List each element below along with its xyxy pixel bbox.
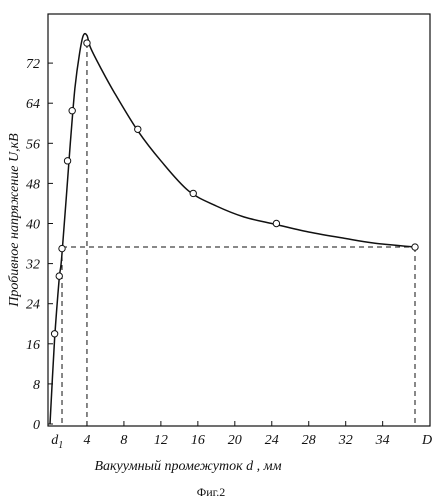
x-label-D: D [421,433,432,448]
data-markers [51,40,418,337]
y-axis-ticks: 0 8 16 24 32 40 48 56 64 72 [25,57,53,433]
data-point [59,245,65,251]
data-point [69,108,75,114]
reference-lines [62,43,415,426]
data-point [64,158,70,164]
y-tick-label: 48 [26,177,40,192]
x-tick-label: 16 [191,433,205,448]
y-axis-title: Пробивное напряжение U,кВ [7,133,22,308]
x-tick-label: 12 [154,433,168,448]
x-tick-label: 28 [302,433,316,448]
x-axis-title: Вакуумный промежуток d , мм [94,459,281,474]
y-tick-label: 8 [33,378,40,393]
figure-caption: Фиг.2 [197,485,225,499]
y-tick-label: 0 [33,418,40,433]
breakdown-voltage-curve [50,34,415,424]
y-tick-label: 24 [26,298,40,313]
y-tick-label: 56 [26,137,40,152]
data-point [190,190,196,196]
x-tick-label: 4 [83,433,90,448]
data-point [273,220,279,226]
y-tick-label: 72 [26,57,40,72]
data-point [135,126,141,132]
x-tick-label: 32 [338,433,353,448]
data-point [84,40,90,46]
data-point [56,273,62,279]
y-tick-label: 64 [26,97,40,112]
data-point [51,331,57,337]
x-tick-label: 8 [120,433,127,448]
x-tick-label: 24 [265,433,279,448]
x-tick-label: 34 [375,433,390,448]
y-tick-label: 16 [26,338,40,353]
y-tick-label: 32 [25,258,40,273]
data-point [412,244,418,250]
y-tick-label: 40 [26,218,40,233]
x-label-d1: d1 [51,433,63,451]
x-tick-label: 20 [228,433,242,448]
